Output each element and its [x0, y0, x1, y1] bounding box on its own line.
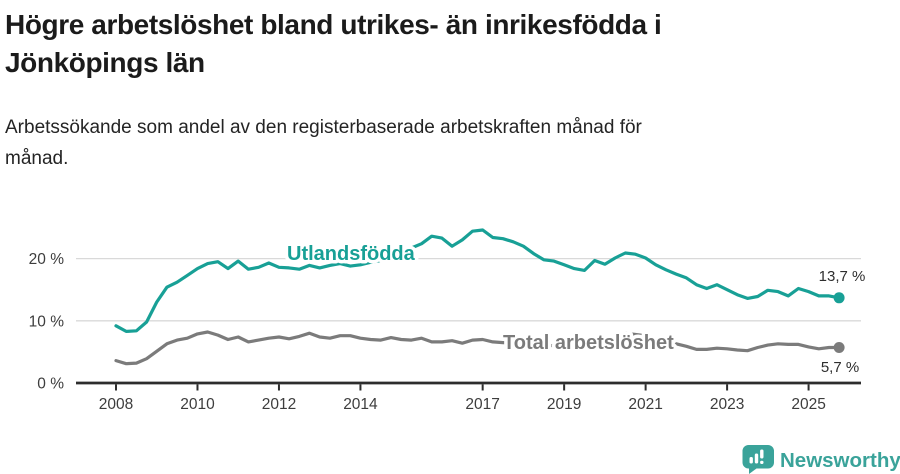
end-dot-utlandsfodda — [833, 292, 845, 304]
y-tick-label-20: 20 % — [29, 251, 65, 268]
logo-bar-chart-glyph — [749, 449, 764, 464]
x-tick-label-2019: 2019 — [547, 396, 581, 413]
x-tick-label-2012: 2012 — [262, 396, 296, 413]
series-label-utlandsfodda: Utlandsfödda — [287, 243, 416, 265]
chart-subtitle: Arbetssökande som andel av den registerb… — [5, 112, 642, 174]
end-value-label-utlandsfodda: 13,7 % — [819, 268, 866, 285]
subtitle-line-1: Arbetssökande som andel av den registerb… — [5, 117, 642, 138]
title-line-1: Högre arbetslöshet bland utrikes- än inr… — [5, 9, 662, 40]
x-tick-label-2014: 2014 — [343, 396, 378, 413]
x-tick-label-2023: 2023 — [710, 396, 744, 413]
series-label-total-arbetsloshet: Total arbetslöshet — [503, 332, 674, 354]
newsworthy-logo-text: Newsworthy — [780, 449, 900, 472]
page-title: Högre arbetslöshet bland utrikes- än inr… — [5, 6, 662, 82]
end-dot-total — [833, 342, 845, 353]
x-tick-label-2008: 2008 — [99, 396, 133, 413]
line-utlandsfodda — [114, 228, 841, 333]
x-tick-label-2017: 2017 — [465, 396, 499, 413]
x-axis-ticks-and-labels: 2008 2010 2012 2014 2017 2019 2021 2023 2025 — [99, 384, 826, 413]
subtitle-line-2: månad. — [5, 148, 69, 169]
newsworthy-logo[interactable]: Newsworthy — [742, 445, 900, 474]
end-value-label-total: 5,7 % — [821, 359, 859, 376]
line-total-arbetsloshet — [114, 330, 841, 366]
series-lines — [114, 228, 845, 366]
x-tick-label-2021: 2021 — [628, 396, 662, 413]
y-axis-tick-labels: 0 % 10 % 20 % — [29, 251, 65, 392]
title-line-2: Jönköpings län — [5, 47, 205, 78]
x-tick-label-2010: 2010 — [180, 396, 215, 413]
y-tick-label-10: 10 % — [29, 313, 65, 330]
y-tick-label-0: 0 % — [37, 376, 64, 393]
newsworthy-logo-icon — [742, 445, 774, 474]
x-tick-label-2025: 2025 — [791, 396, 825, 413]
gridlines — [76, 257, 861, 322]
